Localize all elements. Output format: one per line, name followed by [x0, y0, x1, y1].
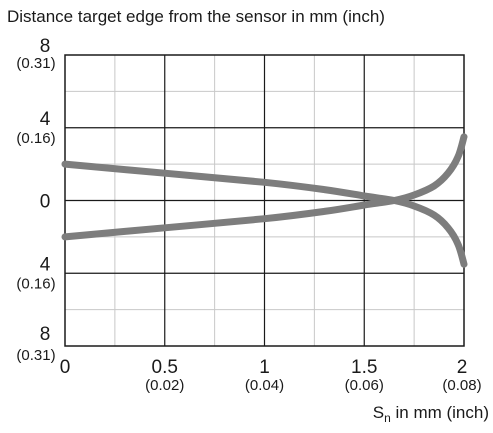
x-tick-label: 0.5	[152, 357, 178, 378]
x-tick-sublabel: (0.08)	[442, 377, 481, 394]
y-axis-ticks: 8(0.31)4(0.16)04(0.16)8(0.31)	[16, 36, 55, 364]
x-tick-label: 2	[457, 357, 468, 378]
x-tick-sublabel: (0.02)	[145, 377, 184, 394]
x-axis-label-symbol: S	[373, 403, 384, 422]
y-tick-label: 4	[40, 109, 51, 130]
x-axis-label-text: in mm (inch)	[391, 403, 489, 422]
y-tick-sublabel: (0.31)	[16, 347, 55, 364]
y-tick-sublabel: (0.16)	[16, 130, 55, 147]
x-tick-label: 1.5	[351, 357, 377, 378]
series-line-2	[61, 133, 468, 241]
y-tick-label: 0	[40, 192, 51, 213]
x-tick-label: 0	[60, 357, 71, 378]
chart-title: Distance target edge from the sensor in …	[7, 7, 385, 26]
plot-frame	[64, 54, 465, 347]
x-tick-label: 1	[259, 357, 270, 378]
y-tick-label: 8	[40, 324, 51, 345]
x-tick-sublabel: (0.04)	[245, 377, 284, 394]
y-tick-label: 4	[40, 254, 51, 275]
x-axis-ticks: 0 0.5(0.02) 1(0.04) 1.5(0.06) 2(0.08)	[60, 357, 482, 394]
x-axis-label-subscript: n	[384, 411, 391, 425]
series-layer	[61, 133, 468, 268]
x-axis-label: Sn in mm (inch)	[373, 403, 489, 425]
x-tick-sublabel: (0.06)	[345, 377, 384, 394]
y-tick-sublabel: (0.16)	[16, 275, 55, 292]
y-tick-label: 8	[40, 36, 51, 57]
y-tick-sublabel: (0.31)	[16, 55, 55, 72]
